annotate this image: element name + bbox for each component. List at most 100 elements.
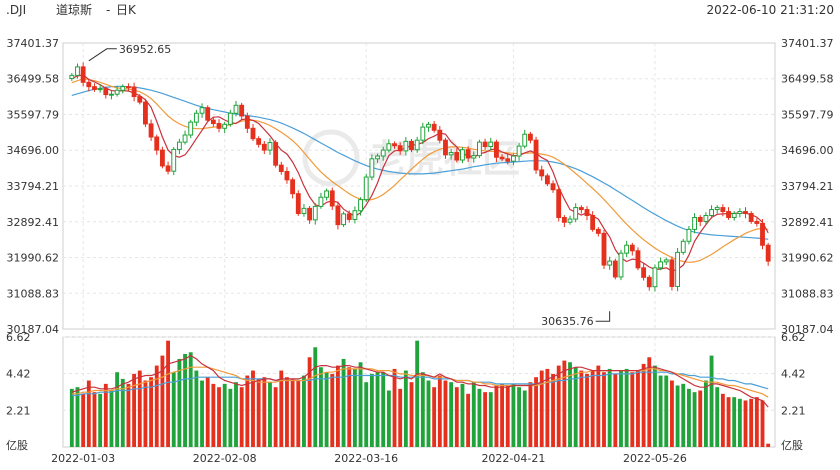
volume-bar xyxy=(505,385,510,447)
volume-bar xyxy=(670,380,674,447)
candle-body xyxy=(714,207,720,211)
candle-body xyxy=(431,123,437,131)
ma-mid-line xyxy=(71,78,769,263)
candle-body xyxy=(675,251,681,287)
price-tick-left: 32892.41 xyxy=(7,216,60,229)
volume-bar xyxy=(115,372,120,447)
price-tick-right: 37401.37 xyxy=(781,37,834,50)
candle-body xyxy=(375,155,380,160)
candle-body xyxy=(295,193,301,215)
datetime-label: 2022-06-10 21:31:20 xyxy=(707,3,834,17)
volume-bar xyxy=(75,387,80,447)
price-tick-right: 33794.21 xyxy=(781,180,834,193)
candle-body xyxy=(454,151,460,161)
candle-body xyxy=(199,107,205,114)
index-name: 道琼斯 xyxy=(56,2,92,17)
symbol-label: .DJI xyxy=(6,3,26,17)
candle-body xyxy=(522,133,528,147)
volume-bar xyxy=(381,372,386,447)
price-tick-left: 30187.04 xyxy=(7,323,60,336)
volume-bar xyxy=(358,362,363,447)
candle-body xyxy=(131,86,137,98)
volume-bar xyxy=(319,367,323,447)
candle-body xyxy=(471,155,477,159)
low-marker-line xyxy=(595,311,611,322)
volume-tick-left: 4.42 xyxy=(6,368,31,381)
volume-bar xyxy=(352,368,357,447)
candle-body xyxy=(595,228,601,234)
candle-body xyxy=(216,123,222,129)
volume-bar xyxy=(149,377,154,447)
candle-body xyxy=(437,129,443,141)
x-tick-label: 2022-05-26 xyxy=(623,452,687,465)
volume-bar xyxy=(488,392,493,447)
candle-body xyxy=(527,133,533,141)
candle-body xyxy=(346,213,352,220)
candle-body xyxy=(171,148,177,172)
candle-body xyxy=(301,207,307,215)
candle-body xyxy=(358,199,363,212)
volume-bar xyxy=(579,370,584,447)
volume-bar xyxy=(647,357,652,447)
candle-body xyxy=(731,213,737,218)
volume-bar xyxy=(500,383,505,447)
volume-bar xyxy=(709,355,714,447)
candle-body xyxy=(239,104,245,117)
volume-bar xyxy=(539,370,544,447)
candle-body xyxy=(341,213,346,226)
volume-bar xyxy=(81,393,86,447)
volume-bar xyxy=(285,377,289,447)
candle-body xyxy=(397,145,403,152)
watermark-logo-icon xyxy=(302,129,360,187)
candle-body xyxy=(205,107,211,121)
price-tick-left: 35597.79 xyxy=(7,108,60,121)
candle-body xyxy=(109,93,114,96)
ma-short-line xyxy=(71,74,769,272)
candle-body xyxy=(646,276,652,288)
volume-bar xyxy=(681,383,686,447)
high-marker-line xyxy=(88,48,117,62)
price-tick-right: 31088.83 xyxy=(781,287,834,300)
volume-bar xyxy=(449,382,454,447)
volume-bar xyxy=(619,370,623,447)
price-tick-left: 36499.58 xyxy=(7,73,60,86)
candle-body xyxy=(567,218,573,223)
candle-body xyxy=(414,139,420,151)
candle-body xyxy=(465,149,471,159)
volume-bar xyxy=(392,368,397,447)
volume-bar xyxy=(239,387,244,447)
volume-bars xyxy=(69,340,771,447)
volume-bar xyxy=(477,388,482,447)
volume-bar xyxy=(743,400,748,447)
volume-bar xyxy=(109,390,114,447)
volume-bar xyxy=(154,365,159,447)
volume-bar xyxy=(466,393,471,447)
price-tick-right: 30187.04 xyxy=(781,323,834,336)
volume-bar xyxy=(585,373,589,447)
candle-body xyxy=(80,66,86,83)
volume-bar xyxy=(228,388,233,447)
candle-body xyxy=(590,215,596,230)
volume-bar xyxy=(217,387,221,447)
candle-body xyxy=(182,134,188,143)
candle-body xyxy=(578,207,584,211)
candle-body xyxy=(250,127,256,140)
candle-body xyxy=(426,123,431,128)
axes: 37401.37 37401.37 36499.58 36499.58 35597.79… xyxy=(6,37,834,465)
price-tick-right: 34696.00 xyxy=(781,144,834,157)
volume-bar xyxy=(347,367,352,447)
candle-body xyxy=(69,74,75,80)
volume-bar xyxy=(551,373,555,447)
candle-body xyxy=(686,228,692,242)
candle-body xyxy=(556,189,562,218)
volume-bar xyxy=(92,392,97,447)
candle-body xyxy=(278,164,284,172)
candle-body xyxy=(663,259,669,263)
volume-bar xyxy=(698,390,703,447)
volume-bar xyxy=(364,382,369,447)
volume-ma-lines xyxy=(71,354,769,408)
candle-body xyxy=(720,207,726,213)
volume-bar xyxy=(137,370,142,447)
volume-bar xyxy=(675,385,680,447)
volume-bar xyxy=(460,383,465,447)
